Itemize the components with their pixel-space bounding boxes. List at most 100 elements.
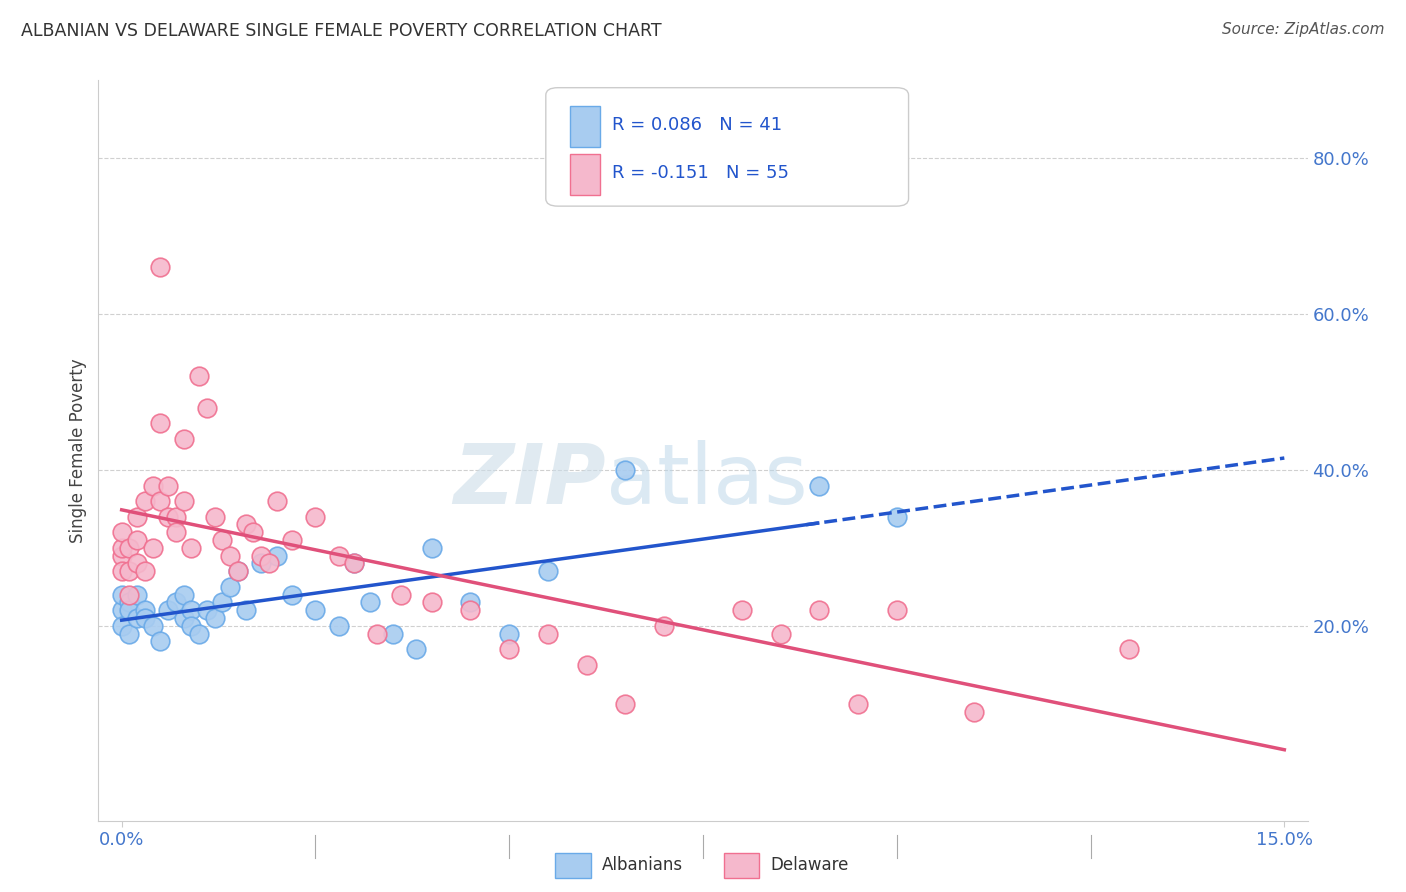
Point	[195, 401, 218, 415]
Point	[614, 463, 637, 477]
Point	[157, 509, 180, 524]
Point	[359, 595, 381, 609]
Point	[498, 642, 520, 657]
Point	[149, 416, 172, 430]
Point	[226, 564, 249, 578]
Point	[180, 619, 202, 633]
Point	[250, 549, 273, 563]
Point	[211, 533, 233, 547]
Point	[118, 588, 141, 602]
Point	[188, 626, 211, 640]
Point	[731, 603, 754, 617]
Point	[389, 588, 412, 602]
Point	[111, 549, 134, 563]
Point	[173, 588, 195, 602]
Point	[281, 533, 304, 547]
Point	[149, 634, 172, 648]
Y-axis label: Single Female Poverty: Single Female Poverty	[69, 359, 87, 542]
Point	[134, 603, 156, 617]
Point	[111, 564, 134, 578]
Point	[127, 611, 149, 625]
Point	[204, 611, 226, 625]
Point	[575, 657, 598, 672]
Text: R = -0.151   N = 55: R = -0.151 N = 55	[613, 164, 789, 182]
Point	[343, 557, 366, 571]
Point	[537, 564, 560, 578]
Point	[118, 603, 141, 617]
Point	[157, 478, 180, 492]
Text: Albanians: Albanians	[602, 856, 683, 874]
Text: Source: ZipAtlas.com: Source: ZipAtlas.com	[1222, 22, 1385, 37]
Point	[381, 626, 404, 640]
Text: ZIP: ZIP	[454, 440, 606, 521]
Point	[420, 595, 443, 609]
Point	[165, 509, 187, 524]
Point	[111, 619, 134, 633]
Bar	[569, 106, 600, 147]
Point	[188, 369, 211, 384]
Point	[219, 549, 242, 563]
Point	[118, 541, 141, 555]
Point	[1118, 642, 1140, 657]
Point	[219, 580, 242, 594]
Point	[266, 549, 288, 563]
Point	[111, 541, 134, 555]
Point	[328, 619, 350, 633]
FancyBboxPatch shape	[546, 87, 908, 206]
Point	[304, 509, 326, 524]
Point	[250, 557, 273, 571]
Point	[111, 603, 134, 617]
Point	[111, 588, 134, 602]
Point	[173, 432, 195, 446]
Point	[195, 603, 218, 617]
Point	[142, 619, 165, 633]
Point	[963, 705, 986, 719]
Point	[846, 697, 869, 711]
Point	[211, 595, 233, 609]
Bar	[569, 154, 600, 195]
Point	[460, 603, 482, 617]
Point	[808, 603, 831, 617]
Point	[266, 494, 288, 508]
Point	[420, 541, 443, 555]
Point	[127, 533, 149, 547]
Text: Delaware: Delaware	[770, 856, 849, 874]
Point	[142, 541, 165, 555]
Point	[165, 525, 187, 540]
Point	[537, 626, 560, 640]
Point	[149, 260, 172, 275]
Point	[343, 557, 366, 571]
Point	[235, 603, 257, 617]
Point	[118, 595, 141, 609]
Point	[127, 557, 149, 571]
Point	[226, 564, 249, 578]
Point	[886, 603, 908, 617]
Point	[111, 525, 134, 540]
Text: atlas: atlas	[606, 440, 808, 521]
Point	[134, 564, 156, 578]
Point	[242, 525, 264, 540]
Point	[180, 541, 202, 555]
Point	[127, 509, 149, 524]
Point	[118, 564, 141, 578]
Point	[366, 626, 388, 640]
Point	[886, 509, 908, 524]
Point	[173, 611, 195, 625]
Text: R = 0.086   N = 41: R = 0.086 N = 41	[613, 116, 782, 134]
Point	[165, 595, 187, 609]
Point	[134, 611, 156, 625]
Point	[304, 603, 326, 617]
Text: ALBANIAN VS DELAWARE SINGLE FEMALE POVERTY CORRELATION CHART: ALBANIAN VS DELAWARE SINGLE FEMALE POVER…	[21, 22, 662, 40]
Point	[281, 588, 304, 602]
Point	[180, 603, 202, 617]
Point	[769, 626, 792, 640]
Point	[652, 619, 675, 633]
Point	[173, 494, 195, 508]
Point	[134, 494, 156, 508]
Point	[142, 478, 165, 492]
Point	[257, 557, 280, 571]
Point	[118, 626, 141, 640]
Point	[127, 588, 149, 602]
Point	[204, 509, 226, 524]
Point	[149, 494, 172, 508]
